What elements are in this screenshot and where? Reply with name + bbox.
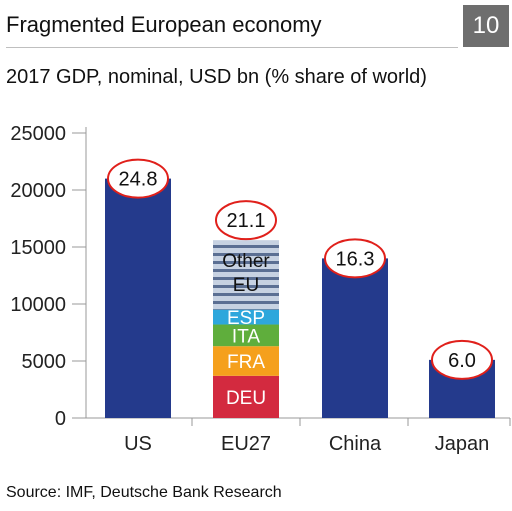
segment-label: DEU bbox=[226, 388, 266, 409]
bar-segment-ita bbox=[213, 324, 279, 347]
y-axis: 0 5000 10000 15000 20000 25000 bbox=[10, 123, 511, 430]
title-divider bbox=[6, 47, 458, 48]
segment-label: EU bbox=[233, 275, 259, 296]
share-bubble bbox=[431, 339, 493, 380]
x-category-label: China bbox=[329, 433, 382, 455]
page-number-badge: 10 bbox=[463, 5, 509, 47]
share-label: 21.1 bbox=[227, 210, 266, 232]
share-label: 24.8 bbox=[119, 169, 158, 191]
bar-segment-deu bbox=[213, 375, 279, 418]
x-category-label: Japan bbox=[435, 433, 490, 455]
share-label: 6.0 bbox=[448, 350, 476, 372]
bar-segment-esp bbox=[213, 309, 279, 325]
bar-segment-fra bbox=[213, 346, 279, 376]
x-category-label: US bbox=[124, 433, 152, 455]
y-tick-label: 10000 bbox=[10, 294, 66, 316]
y-tick-label: 15000 bbox=[10, 237, 66, 259]
segment-label: ITA bbox=[232, 326, 260, 347]
share-bubble bbox=[107, 158, 169, 199]
share-label: 16.3 bbox=[336, 248, 375, 270]
share-bubbles: 24.8 21.1 16.3 6.0 bbox=[107, 158, 493, 380]
bar-us bbox=[105, 178, 171, 418]
bar-china bbox=[322, 258, 388, 418]
y-tick-label: 5000 bbox=[22, 351, 67, 373]
share-bubble bbox=[215, 200, 277, 241]
segment-label: ESP bbox=[227, 308, 265, 329]
bar-segment-other-eu bbox=[213, 240, 279, 310]
segment-label: Other bbox=[222, 251, 270, 272]
y-tick-label: 25000 bbox=[10, 123, 66, 145]
page-title: Fragmented European economy bbox=[6, 12, 322, 37]
segment-label: FRA bbox=[227, 352, 265, 373]
category-labels: US EU27 China Japan bbox=[124, 433, 489, 455]
chart-subtitle: 2017 GDP, nominal, USD bn (% share of wo… bbox=[6, 66, 427, 88]
y-tick-label: 20000 bbox=[10, 180, 66, 202]
share-bubble bbox=[324, 238, 386, 279]
x-category-label: EU27 bbox=[221, 433, 271, 455]
source-note: Source: IMF, Deutsche Bank Research bbox=[6, 484, 282, 501]
y-tick-label: 0 bbox=[55, 408, 66, 430]
